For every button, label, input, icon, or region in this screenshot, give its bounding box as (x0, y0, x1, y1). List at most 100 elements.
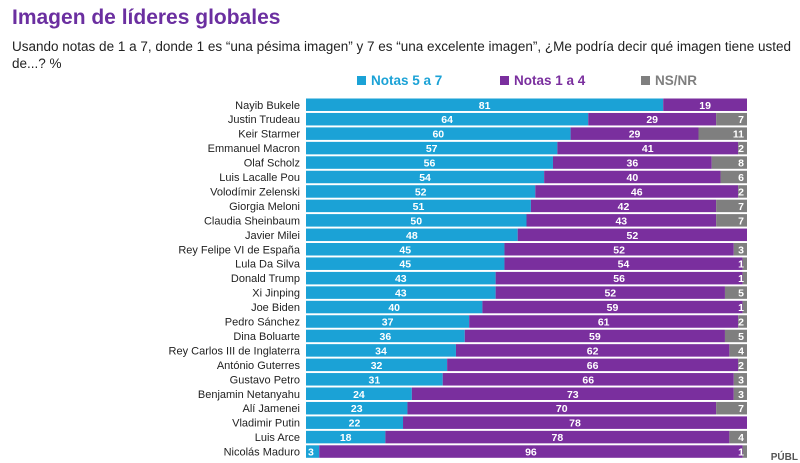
data-label-ns-nr-giorgia-meloni: 7 (738, 201, 744, 213)
bar-segment-ns-nr-antonio-guterres (738, 358, 747, 372)
data-label-notas-5-a-7-justin-trudeau: 64 (441, 114, 453, 126)
bar-segment-ns-nr-xi-jinping (724, 286, 747, 299)
category-label-emmanuel-macron: Emmanuel Macron (208, 143, 300, 155)
chart-title: Imagen de líderes globales (12, 6, 281, 29)
data-label-notas-1-a-4-justin-trudeau: 29 (646, 114, 658, 126)
bar-segment-ns-nr-olaf-scholz (711, 156, 747, 169)
data-label-ns-nr-lula-da-silva: 1 (738, 259, 744, 271)
chart-subtitle: Usando notas de 1 a 7, donde 1 es “una p… (12, 39, 791, 71)
data-label-notas-1-a-4-emmanuel-macron: 41 (642, 143, 654, 155)
bar-segment-ns-nr-justin-trudeau (716, 112, 747, 126)
data-label-notas-1-a-4-ali-jamenei: 70 (556, 403, 568, 415)
bar-segment-ns-nr-ali-jamenei (716, 401, 747, 415)
legend: Notas 5 a 7 Notas 1 a 4 NS/NR (0, 73, 800, 91)
data-label-notas-1-a-4-lula-da-silva: 54 (618, 259, 630, 271)
data-label-ns-nr-rey-felipe-vi-de-espana: 3 (738, 244, 744, 256)
bar-segment-notas-5-a-7-volodimir-zelenski (306, 185, 536, 198)
data-label-notas-5-a-7-pedro-sanchez: 37 (382, 317, 394, 329)
data-label-notas-5-a-7-javier-milei: 48 (406, 230, 418, 242)
data-label-notas-5-a-7-rey-felipe-vi-de-espana: 45 (399, 244, 411, 256)
category-label-keir-starmer: Keir Starmer (238, 129, 300, 141)
bar-segment-ns-nr-gustavo-petro (733, 373, 747, 386)
data-label-ns-nr-luis-arce: 4 (738, 432, 744, 444)
bar-segment-notas-1-a-4-nayib-bukele (663, 98, 747, 111)
bar-segment-notas-1-a-4-dina-boluarte (464, 329, 725, 343)
bar-segment-notas-1-a-4-giorgia-meloni (530, 199, 717, 213)
bar-segment-notas-5-a-7-justin-trudeau (306, 112, 589, 126)
data-label-notas-5-a-7-xi-jinping: 43 (395, 288, 407, 300)
data-label-notas-5-a-7-volodimir-zelenski: 52 (415, 186, 427, 198)
data-label-notas-1-a-4-volodimir-zelenski: 46 (631, 186, 643, 198)
bar-segment-ns-nr-claudia-sheinbaum (716, 214, 747, 227)
data-label-ns-nr-dina-boluarte: 5 (738, 331, 744, 343)
legend-swatch (641, 76, 650, 85)
bar-segment-ns-nr-dina-boluarte (724, 329, 747, 343)
data-label-notas-5-a-7-emmanuel-macron: 57 (426, 143, 438, 155)
legend-swatch (357, 76, 366, 85)
category-label-benjamin-netanyahu: Benjamin Netanyahu (198, 389, 300, 401)
data-label-ns-nr-emmanuel-macron: 2 (738, 143, 744, 155)
category-label-volodimir-zelenski: Volodímir Zelenski (210, 186, 300, 198)
bar-segment-notas-5-a-7-dina-boluarte (306, 329, 465, 343)
category-label-javier-milei: Javier Milei (245, 230, 300, 242)
category-label-pedro-sanchez: Pedro Sánchez (225, 317, 300, 329)
data-label-notas-1-a-4-dina-boluarte: 59 (589, 331, 601, 343)
data-label-notas-5-a-7-benjamin-netanyahu: 24 (353, 389, 365, 401)
data-label-notas-1-a-4-xi-jinping: 52 (604, 288, 616, 300)
data-label-ns-nr-benjamin-netanyahu: 3 (738, 389, 744, 401)
bar-segment-notas-5-a-7-luis-lacalle-pou (306, 170, 545, 184)
data-label-ns-nr-xi-jinping: 5 (738, 288, 744, 300)
bar-segment-notas-5-a-7-keir-starmer (306, 127, 571, 140)
bar-segment-ns-nr-volodimir-zelenski (738, 185, 747, 198)
data-label-notas-1-a-4-keir-starmer: 29 (629, 129, 641, 141)
data-label-notas-5-a-7-rey-carlos-iii-de-inglaterra: 34 (375, 345, 387, 357)
bar-segment-ns-nr-rey-felipe-vi-de-espana (733, 243, 747, 256)
bar-segment-notas-5-a-7-olaf-scholz (306, 156, 553, 169)
data-label-notas-5-a-7-lula-da-silva: 45 (399, 259, 411, 271)
bar-segment-ns-nr-joe-biden (742, 300, 747, 314)
category-label-luis-lacalle-pou: Luis Lacalle Pou (219, 172, 300, 184)
data-label-notas-1-a-4-nayib-bukele: 19 (699, 100, 711, 112)
data-label-ns-nr-claudia-sheinbaum: 7 (738, 215, 744, 227)
bar-segment-notas-5-a-7-donald-trump (306, 271, 496, 285)
bar-segment-notas-5-a-7-pedro-sanchez (306, 315, 470, 328)
bar-segment-notas-1-a-4-justin-trudeau (588, 112, 717, 126)
bar-segment-ns-nr-luis-lacalle-pou (720, 170, 747, 184)
category-label-claudia-sheinbaum: Claudia Sheinbaum (204, 215, 300, 227)
bar-segment-ns-nr-giorgia-meloni (716, 199, 747, 213)
category-label-olaf-scholz: Olaf Scholz (244, 158, 300, 170)
category-label-giorgia-meloni: Giorgia Meloni (229, 201, 300, 213)
bar-segment-notas-1-a-4-keir-starmer (570, 127, 699, 140)
bar-segment-notas-1-a-4-antonio-guterres (447, 358, 739, 372)
bar-segment-notas-5-a-7-javier-milei (306, 228, 518, 242)
bar-segment-notas-5-a-7-nayib-bukele (306, 98, 664, 111)
bar-segment-notas-1-a-4-olaf-scholz (552, 156, 712, 169)
bar-segment-notas-1-a-4-javier-milei (517, 228, 747, 242)
category-label-rey-felipe-vi-de-espana: Rey Felipe VI de España (178, 244, 301, 256)
category-label-lula-da-silva: Lula Da Silva (235, 259, 301, 271)
bar-segment-notas-1-a-4-lula-da-silva (504, 257, 743, 270)
data-label-ns-nr-olaf-scholz: 8 (738, 158, 744, 170)
data-label-notas-5-a-7-keir-starmer: 60 (432, 129, 444, 141)
category-label-dina-boluarte: Dina Boluarte (233, 331, 300, 343)
bar-segment-notas-5-a-7-luis-arce (306, 430, 386, 444)
bar-segment-notas-1-a-4-emmanuel-macron (557, 141, 739, 155)
data-label-ns-nr-gustavo-petro: 3 (738, 374, 744, 386)
category-label-luis-arce: Luis Arce (255, 432, 300, 444)
data-label-notas-5-a-7-luis-lacalle-pou: 54 (419, 172, 431, 184)
data-label-notas-5-a-7-ali-jamenei: 23 (351, 403, 363, 415)
legend-item-nsnr: NS/NR (641, 73, 697, 88)
data-label-notas-1-a-4-rey-carlos-iii-de-inglaterra: 62 (587, 345, 599, 357)
data-label-notas-1-a-4-javier-milei: 52 (626, 230, 638, 242)
bar-segment-notas-5-a-7-rey-felipe-vi-de-espana (306, 243, 505, 256)
data-label-notas-1-a-4-joe-biden: 59 (607, 302, 619, 314)
bar-segment-notas-5-a-7-ali-jamenei (306, 401, 408, 415)
data-label-notas-1-a-4-donald-trump: 56 (613, 273, 625, 285)
data-label-notas-5-a-7-donald-trump: 43 (395, 273, 407, 285)
bar-segment-notas-1-a-4-luis-lacalle-pou (544, 170, 721, 184)
bar-segment-ns-nr-nicolas-maduro (742, 445, 747, 458)
data-label-ns-nr-volodimir-zelenski: 2 (738, 186, 744, 198)
legend-label: Notas 5 a 7 (371, 73, 443, 88)
bar-segment-notas-1-a-4-luis-arce (385, 430, 730, 444)
